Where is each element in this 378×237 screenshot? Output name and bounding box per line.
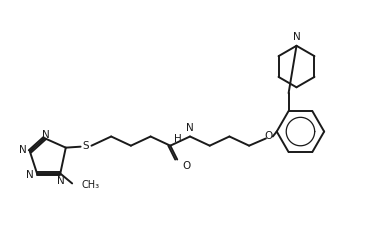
Text: N: N [26, 169, 34, 179]
Text: O: O [182, 161, 191, 172]
Text: N: N [19, 146, 27, 155]
Text: N: N [57, 177, 65, 187]
Text: N: N [42, 130, 50, 140]
Text: H: H [174, 134, 182, 144]
Text: CH₃: CH₃ [81, 180, 99, 190]
Text: S: S [82, 141, 89, 151]
Text: N: N [293, 32, 301, 42]
Text: N: N [186, 123, 194, 132]
Text: O: O [265, 132, 273, 141]
